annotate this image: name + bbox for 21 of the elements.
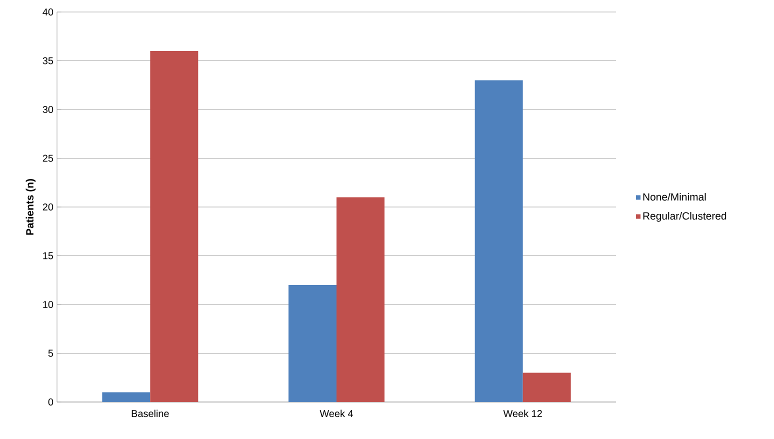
y-tick-label: 25 xyxy=(42,154,54,162)
y-axis-title: Patients (n) xyxy=(26,179,36,235)
y-tick-label: 20 xyxy=(42,203,54,211)
bar xyxy=(522,372,571,402)
legend-label: None/Minimal xyxy=(643,192,706,201)
y-tick-label: 10 xyxy=(43,300,54,308)
x-tick-label: Baseline xyxy=(132,410,169,418)
y-tick-label: 0 xyxy=(48,398,54,406)
y-tick-label: 40 xyxy=(42,8,54,16)
y-tick-label: 5 xyxy=(48,350,54,357)
bar xyxy=(288,285,337,402)
y-tick-label: 35 xyxy=(42,57,54,64)
bar xyxy=(474,80,523,402)
bar xyxy=(336,197,385,402)
legend-label: Regular/Clustered xyxy=(643,212,726,222)
bar xyxy=(150,50,198,402)
y-tick-label: 15 xyxy=(43,252,54,260)
x-tick-label: Week 12 xyxy=(503,410,542,418)
x-tick-label: Week 4 xyxy=(320,410,353,418)
y-tick-label: 30 xyxy=(42,106,54,114)
bar xyxy=(102,392,150,402)
